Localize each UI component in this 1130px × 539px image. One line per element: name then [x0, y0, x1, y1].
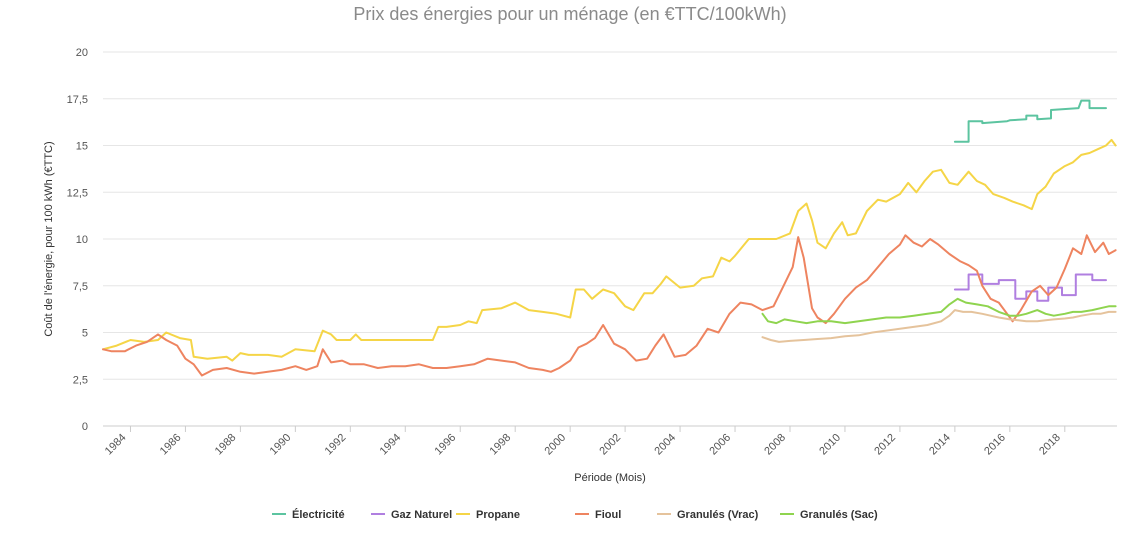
x-tick-label: 1988	[213, 432, 239, 458]
x-tick-label: 2016	[982, 432, 1008, 458]
x-tick-label: 1992	[323, 432, 349, 458]
y-tick-label: 2,5	[73, 374, 88, 386]
x-tick-label: 2018	[1037, 432, 1063, 458]
x-tick-label: 1990	[268, 432, 294, 458]
legend-item-label: Fioul	[595, 509, 621, 521]
chart-title: Prix des énergies pour un ménage (en €TT…	[353, 4, 786, 24]
x-tick-label: 1986	[158, 432, 184, 458]
x-tick-label: 2002	[597, 432, 623, 458]
x-tick-label: 2008	[762, 432, 788, 458]
x-tick-label: 1994	[378, 432, 404, 458]
legend-item-label: Granulés (Vrac)	[677, 509, 759, 521]
y-tick-label: 12,5	[67, 187, 88, 199]
series-line	[102, 138, 1117, 362]
x-tick-label: 1996	[433, 432, 459, 458]
legend-item-label: Gaz Naturel	[391, 509, 452, 521]
y-tick-label: 20	[76, 47, 88, 59]
legend-item-label: Propane	[476, 509, 520, 521]
y-tick-label: 10	[76, 234, 88, 246]
series-line	[761, 297, 1117, 325]
x-tick-label: 2004	[652, 432, 678, 458]
series-lines	[102, 99, 1117, 377]
series-line	[953, 99, 1107, 143]
legend-item-label: Électricité	[292, 508, 345, 521]
y-tick-label: 5	[82, 328, 88, 340]
x-tick-label: 1998	[488, 432, 514, 458]
series-line	[102, 234, 1117, 377]
x-tick-label: 2014	[927, 432, 953, 458]
y-axis-ticks: 0 2,5 5 7,5 10 12,5 15 17,5 20	[67, 47, 88, 433]
x-tick-label: 2012	[872, 432, 898, 458]
gridlines	[103, 51, 1117, 380]
y-tick-label: 0	[82, 421, 88, 433]
legend: Électricité Gaz Naturel Propane Fioul Granul…	[272, 508, 878, 521]
legend-item-label: Granulés (Sac)	[800, 509, 878, 521]
x-tick-label: 1984	[103, 432, 129, 458]
y-axis-label: Coût de l'énergie, pour 100 kWh (€TTC)	[43, 141, 55, 336]
series-line	[953, 273, 1107, 302]
series-line	[761, 309, 1117, 343]
x-axis-ticks: 1984 1986 1988 1990 1992 1994 1996 1998 2000 2002…	[103, 426, 1066, 458]
x-tick-label: 2006	[707, 432, 733, 458]
y-tick-label: 17,5	[67, 94, 88, 106]
x-tick-label: 2010	[817, 432, 843, 458]
y-tick-label: 15	[76, 141, 88, 153]
x-tick-label: 2000	[542, 432, 568, 458]
y-tick-label: 7,5	[73, 281, 88, 293]
x-axis-label: Période (Mois)	[574, 472, 646, 484]
